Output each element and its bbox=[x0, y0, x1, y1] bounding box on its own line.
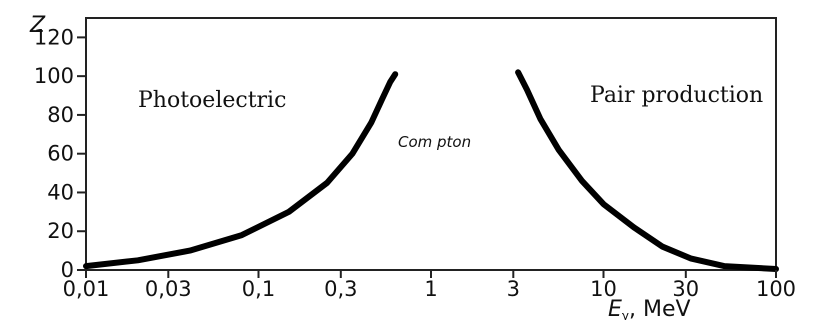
x-axis-title: Eγ, MeV bbox=[608, 297, 691, 320]
y-tick-label: 0 bbox=[61, 258, 74, 282]
y-tick-label: 120 bbox=[34, 25, 74, 49]
pair-data-point bbox=[525, 88, 529, 92]
photo-data-point bbox=[393, 72, 397, 76]
pair-production-label: Pair production bbox=[590, 83, 763, 108]
curves-layer bbox=[83, 69, 779, 272]
x-tick-label: 3 bbox=[507, 277, 520, 301]
y-tick-label: 60 bbox=[47, 142, 74, 166]
photo-data-point bbox=[136, 258, 140, 262]
pair-data-point bbox=[689, 256, 693, 260]
photo-data-point bbox=[350, 152, 354, 156]
y-axis-title: Z bbox=[29, 13, 46, 38]
x-axis-symbol: E bbox=[608, 297, 622, 320]
pair-data-point bbox=[774, 267, 778, 271]
x-tick-label: 0,03 bbox=[145, 277, 192, 301]
photo-data-point bbox=[287, 210, 291, 214]
x-tick-label: 100 bbox=[756, 277, 796, 301]
photo-data-point bbox=[188, 249, 192, 253]
photo-data-point bbox=[369, 121, 373, 125]
y-tick-label: 20 bbox=[47, 219, 74, 243]
photo-data-point bbox=[388, 80, 392, 84]
x-axis-subscript: γ bbox=[622, 309, 629, 320]
pair-data-point bbox=[602, 202, 605, 206]
y-tick-label: 80 bbox=[47, 103, 74, 127]
photo-data-point bbox=[84, 264, 88, 268]
x-axis-unit: , MeV bbox=[629, 297, 691, 320]
pair-data-point bbox=[722, 264, 726, 268]
x-tick-label: 30 bbox=[672, 277, 699, 301]
pair-data-point bbox=[580, 179, 584, 183]
pair-data-point bbox=[632, 225, 636, 229]
ticks-layer: 0 20 40 60 80 100 120 0,01 0,03 0,1 0,3 1 3 10 30 100 bbox=[34, 25, 796, 301]
pair-data-point bbox=[661, 245, 665, 249]
pair-data-point bbox=[557, 148, 561, 152]
photo-data-point bbox=[380, 97, 384, 101]
pair-data-point bbox=[516, 70, 520, 74]
pair-data-point bbox=[538, 117, 542, 121]
y-tick-label: 100 bbox=[34, 64, 74, 88]
compton-label: Com pton bbox=[398, 133, 471, 151]
y-tick-label: 40 bbox=[47, 180, 74, 204]
photoelectric-label: Photoelectric bbox=[138, 88, 286, 113]
x-tick-label: 0,01 bbox=[63, 277, 110, 301]
x-tick-label: 0,3 bbox=[324, 277, 357, 301]
x-tick-label: 0,1 bbox=[242, 277, 275, 301]
x-tick-label: 10 bbox=[590, 277, 617, 301]
x-tick-label: 1 bbox=[424, 277, 437, 301]
photo-data-point bbox=[325, 181, 329, 185]
photo-data-point bbox=[240, 233, 244, 237]
